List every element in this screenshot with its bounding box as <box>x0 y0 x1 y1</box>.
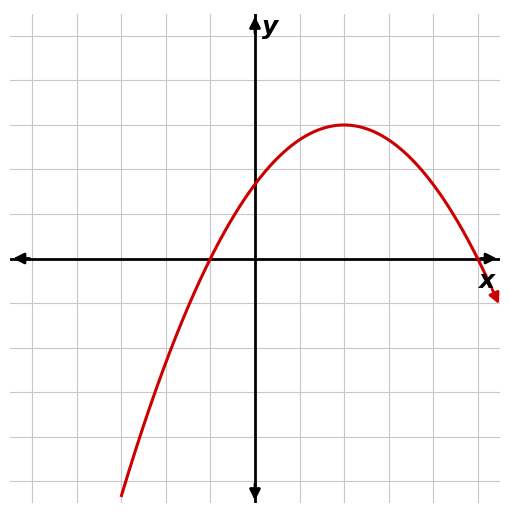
Text: y: y <box>262 15 278 39</box>
Text: x: x <box>477 269 494 293</box>
